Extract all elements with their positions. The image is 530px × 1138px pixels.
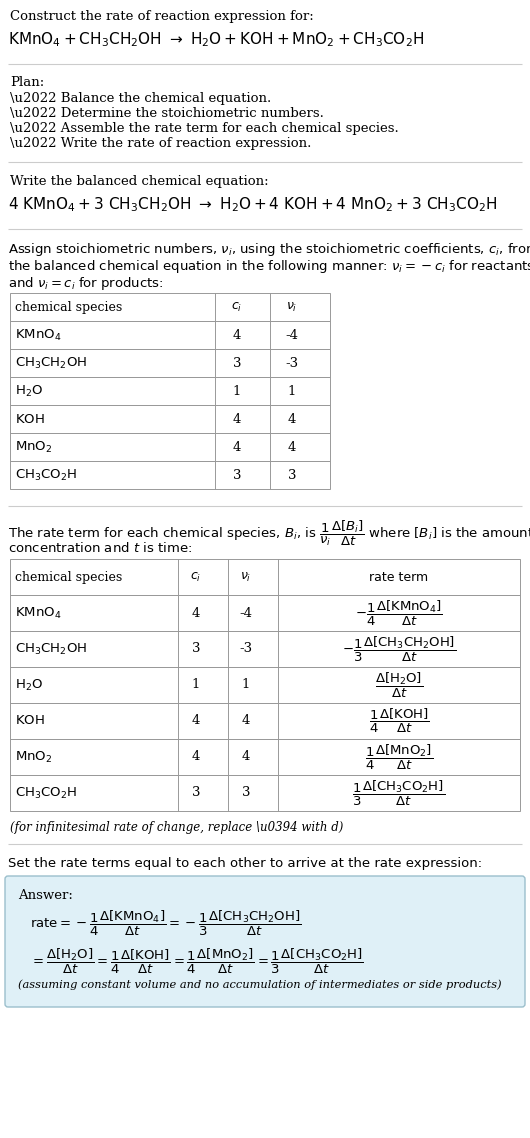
Text: $\mathrm{CH_3CO_2H}$: $\mathrm{CH_3CO_2H}$ (15, 785, 77, 800)
Bar (10, 667, 520, 703)
Text: 1: 1 (242, 678, 250, 692)
Text: 4: 4 (242, 750, 250, 764)
Text: $\nu_i$: $\nu_i$ (240, 570, 252, 584)
Text: Construct the rate of reaction expression for:: Construct the rate of reaction expressio… (10, 10, 314, 23)
Bar (10, 349, 330, 377)
Text: 4: 4 (192, 715, 200, 727)
Bar (10, 405, 330, 432)
Text: -4: -4 (240, 607, 252, 619)
Text: rate term: rate term (369, 570, 429, 584)
Text: -3: -3 (240, 643, 253, 655)
Text: Set the rate terms equal to each other to arrive at the rate expression:: Set the rate terms equal to each other t… (8, 857, 482, 869)
Bar (10, 461, 330, 489)
Text: $-\dfrac{1}{4}\dfrac{\Delta[\mathrm{KMnO_4}]}{\Delta t}$: $-\dfrac{1}{4}\dfrac{\Delta[\mathrm{KMnO… (355, 599, 443, 628)
Text: $\mathrm{KMnO_4}$: $\mathrm{KMnO_4}$ (15, 605, 61, 620)
Text: 4: 4 (192, 750, 200, 764)
Text: $\mathrm{KOH}$: $\mathrm{KOH}$ (15, 412, 45, 426)
Text: 4: 4 (242, 715, 250, 727)
Text: $\nu_i$: $\nu_i$ (286, 300, 298, 314)
Text: and $\nu_i = c_i$ for products:: and $\nu_i = c_i$ for products: (8, 275, 164, 292)
Text: Assign stoichiometric numbers, $\nu_i$, using the stoichiometric coefficients, $: Assign stoichiometric numbers, $\nu_i$, … (8, 241, 530, 258)
Text: $\mathrm{CH_3CH_2OH}$: $\mathrm{CH_3CH_2OH}$ (15, 642, 87, 657)
Bar (10, 630, 520, 667)
Text: $\mathrm{KOH}$: $\mathrm{KOH}$ (15, 715, 45, 727)
Bar (10, 432, 330, 461)
Text: 4: 4 (288, 440, 296, 454)
Text: $c_i$: $c_i$ (190, 570, 201, 584)
FancyBboxPatch shape (5, 876, 525, 1007)
Text: 1: 1 (192, 678, 200, 692)
Text: 3: 3 (233, 356, 241, 370)
Text: concentration and $t$ is time:: concentration and $t$ is time: (8, 541, 192, 555)
Bar (10, 775, 520, 811)
Text: 4: 4 (192, 607, 200, 619)
Text: Write the balanced chemical equation:: Write the balanced chemical equation: (10, 175, 269, 188)
Text: $\mathrm{KMnO_4}$: $\mathrm{KMnO_4}$ (15, 328, 61, 343)
Text: $\dfrac{1}{4}\dfrac{\Delta[\mathrm{KOH}]}{\Delta t}$: $\dfrac{1}{4}\dfrac{\Delta[\mathrm{KOH}]… (369, 707, 429, 735)
Text: Plan:: Plan: (10, 76, 44, 89)
Text: 3: 3 (192, 643, 200, 655)
Text: 4: 4 (233, 440, 241, 454)
Text: 4: 4 (233, 329, 241, 341)
Bar (10, 739, 520, 775)
Text: $\mathrm{MnO_2}$: $\mathrm{MnO_2}$ (15, 750, 52, 765)
Text: \u2022 Determine the stoichiometric numbers.: \u2022 Determine the stoichiometric numb… (10, 107, 324, 119)
Bar (10, 321, 330, 349)
Bar (10, 292, 330, 321)
Text: $= \dfrac{\Delta[\mathrm{H_2O}]}{\Delta t} = \dfrac{1}{4}\dfrac{\Delta[\mathrm{K: $= \dfrac{\Delta[\mathrm{H_2O}]}{\Delta … (30, 947, 364, 976)
Text: \u2022 Balance the chemical equation.: \u2022 Balance the chemical equation. (10, 92, 271, 105)
Bar (10, 595, 520, 630)
Text: -3: -3 (286, 356, 298, 370)
Text: $\mathrm{4\ KMnO_4 + 3\ CH_3CH_2OH \ \rightarrow \ H_2O + 4\ KOH + 4\ MnO_2 + 3\: $\mathrm{4\ KMnO_4 + 3\ CH_3CH_2OH \ \ri… (8, 195, 498, 214)
Text: Answer:: Answer: (18, 889, 73, 902)
Text: 4: 4 (288, 412, 296, 426)
Text: 3: 3 (192, 786, 200, 800)
Text: $c_i$: $c_i$ (232, 300, 243, 314)
Text: $\dfrac{1}{3}\dfrac{\Delta[\mathrm{CH_3CO_2H}]}{\Delta t}$: $\dfrac{1}{3}\dfrac{\Delta[\mathrm{CH_3C… (352, 778, 446, 808)
Text: $\mathrm{KMnO_4 + CH_3CH_2OH \ \rightarrow \ H_2O + KOH + MnO_2 + CH_3CO_2H}$: $\mathrm{KMnO_4 + CH_3CH_2OH \ \rightarr… (8, 30, 425, 49)
Text: $\mathrm{CH_3CO_2H}$: $\mathrm{CH_3CO_2H}$ (15, 468, 77, 483)
Bar (10, 703, 520, 739)
Text: 1: 1 (288, 385, 296, 397)
Text: $\dfrac{\Delta[\mathrm{H_2O}]}{\Delta t}$: $\dfrac{\Delta[\mathrm{H_2O}]}{\Delta t}… (375, 670, 423, 700)
Text: (for infinitesimal rate of change, replace \u0394 with d): (for infinitesimal rate of change, repla… (10, 820, 343, 834)
Text: 3: 3 (233, 469, 241, 481)
Text: (assuming constant volume and no accumulation of intermediates or side products): (assuming constant volume and no accumul… (18, 979, 501, 990)
Text: -4: -4 (286, 329, 298, 341)
Text: $\mathrm{rate} = -\dfrac{1}{4}\dfrac{\Delta[\mathrm{KMnO_4}]}{\Delta t} = -\dfra: $\mathrm{rate} = -\dfrac{1}{4}\dfrac{\De… (30, 909, 302, 938)
Text: $\mathrm{CH_3CH_2OH}$: $\mathrm{CH_3CH_2OH}$ (15, 355, 87, 371)
Text: $-\dfrac{1}{3}\dfrac{\Delta[\mathrm{CH_3CH_2OH}]}{\Delta t}$: $-\dfrac{1}{3}\dfrac{\Delta[\mathrm{CH_3… (342, 634, 456, 663)
Text: $\mathrm{H_2O}$: $\mathrm{H_2O}$ (15, 384, 43, 398)
Text: 1: 1 (233, 385, 241, 397)
Text: The rate term for each chemical species, $B_i$, is $\dfrac{1}{\nu_i}\dfrac{\Delt: The rate term for each chemical species,… (8, 519, 530, 549)
Bar (10, 377, 330, 405)
Text: 4: 4 (233, 412, 241, 426)
Text: \u2022 Assemble the rate term for each chemical species.: \u2022 Assemble the rate term for each c… (10, 122, 399, 135)
Text: chemical species: chemical species (15, 300, 122, 313)
Text: 3: 3 (288, 469, 296, 481)
Text: $\dfrac{1}{4}\dfrac{\Delta[\mathrm{MnO_2}]}{\Delta t}$: $\dfrac{1}{4}\dfrac{\Delta[\mathrm{MnO_2… (365, 742, 433, 772)
Bar (10, 559, 520, 595)
Text: the balanced chemical equation in the following manner: $\nu_i = -c_i$ for react: the balanced chemical equation in the fo… (8, 258, 530, 275)
Text: chemical species: chemical species (15, 570, 122, 584)
Text: $\mathrm{H_2O}$: $\mathrm{H_2O}$ (15, 677, 43, 693)
Text: 3: 3 (242, 786, 250, 800)
Text: \u2022 Write the rate of reaction expression.: \u2022 Write the rate of reaction expres… (10, 137, 312, 150)
Text: $\mathrm{MnO_2}$: $\mathrm{MnO_2}$ (15, 439, 52, 454)
